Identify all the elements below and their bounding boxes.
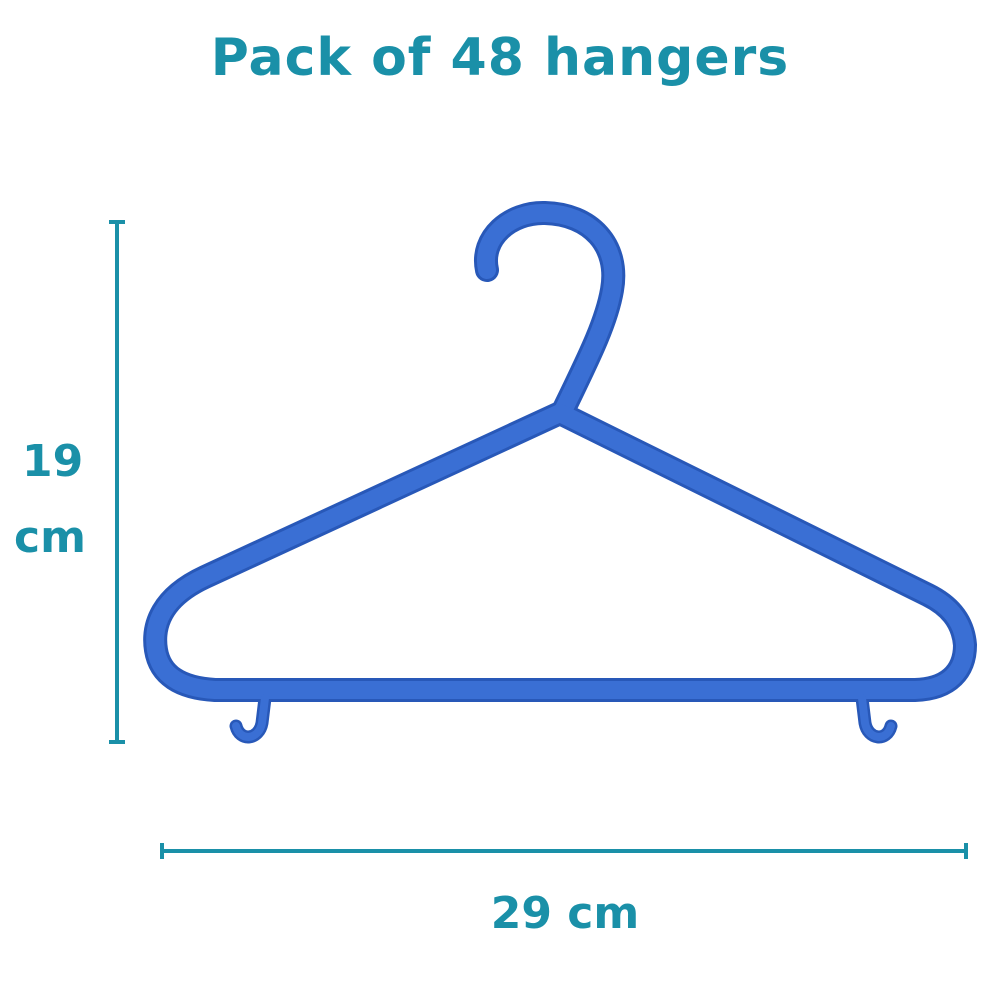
height-unit-label: cm	[14, 512, 86, 563]
width-dimension-line	[160, 843, 968, 859]
height-value-label: 19	[22, 436, 84, 487]
hanger-icon	[143, 201, 977, 744]
height-dimension-line	[109, 220, 125, 744]
width-label: 29 cm	[490, 888, 640, 939]
page-title: Pack of 48 hangers	[210, 28, 790, 88]
